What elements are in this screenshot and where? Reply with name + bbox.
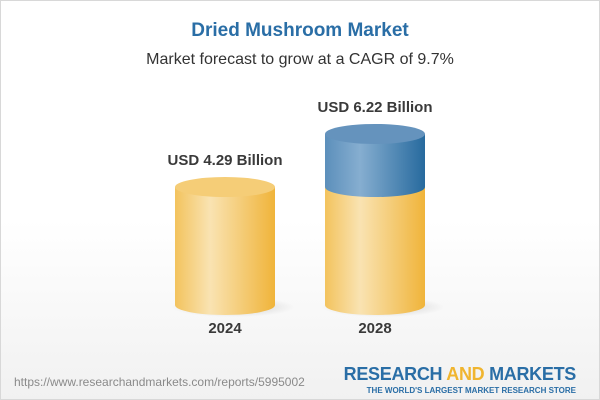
cylinder-top <box>175 177 275 198</box>
x-tick-label: 2028 <box>358 320 391 337</box>
logo-tagline: THE WORLD'S LARGEST MARKET RESEARCH STOR… <box>366 386 576 395</box>
cylinder-top <box>325 123 425 144</box>
cylinder-body-base <box>175 187 275 315</box>
research-and-markets-logo: RESEARCH AND MARKETS THE WORLD'S LARGEST… <box>343 364 577 395</box>
source-url[interactable]: https://www.researchandmarkets.com/repor… <box>14 375 305 389</box>
logo-text-and: AND <box>446 364 485 384</box>
logo-text: RESEARCH <box>343 364 447 384</box>
data-label: USD 6.22 Billion <box>317 99 432 116</box>
logo-text: MARKETS <box>484 364 576 384</box>
data-label: USD 4.29 Billion <box>167 152 282 169</box>
chart-subtitle: Market forecast to grow at a CAGR of 9.7… <box>146 51 454 68</box>
cylinder-body-growth <box>325 133 425 198</box>
cylinder-body-base <box>325 187 425 315</box>
x-tick-label: 2024 <box>208 320 242 337</box>
chart-title: Dried Mushroom Market <box>191 20 409 41</box>
